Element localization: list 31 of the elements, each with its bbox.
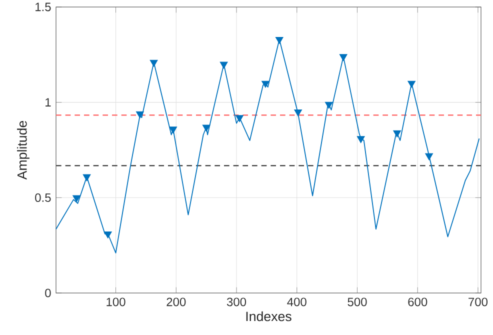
x-tick-label: 200 — [166, 298, 186, 306]
point — [393, 130, 402, 138]
x-tick-label: 500 — [348, 298, 367, 306]
y-axis-title: Amplitude — [17, 120, 30, 180]
point — [169, 126, 178, 134]
point — [339, 54, 348, 62]
x-tick-label: 700 — [468, 298, 488, 306]
point — [425, 153, 434, 160]
point — [324, 102, 333, 109]
y-tick-label: 1.5 — [36, 2, 51, 12]
point — [104, 231, 112, 238]
point — [275, 37, 284, 44]
y-tick-label: 0.5 — [35, 193, 51, 202]
y-tick-label: 0 — [45, 288, 51, 298]
point — [294, 109, 302, 116]
point — [150, 60, 158, 67]
x-tick-label: 300 — [226, 298, 246, 306]
point — [82, 174, 91, 182]
point — [72, 195, 80, 202]
point — [202, 124, 210, 132]
point — [136, 111, 144, 118]
x-tick-label: 100 — [106, 298, 126, 306]
x-tick-label: 600 — [408, 298, 428, 306]
point — [408, 80, 416, 88]
point — [356, 136, 365, 144]
point — [220, 62, 228, 69]
x-tick-label: 400 — [287, 298, 306, 306]
x-axis-title: Indexes — [246, 311, 292, 322]
y-tick-label: 1 — [46, 98, 51, 106]
point — [236, 115, 244, 122]
point — [262, 80, 270, 88]
